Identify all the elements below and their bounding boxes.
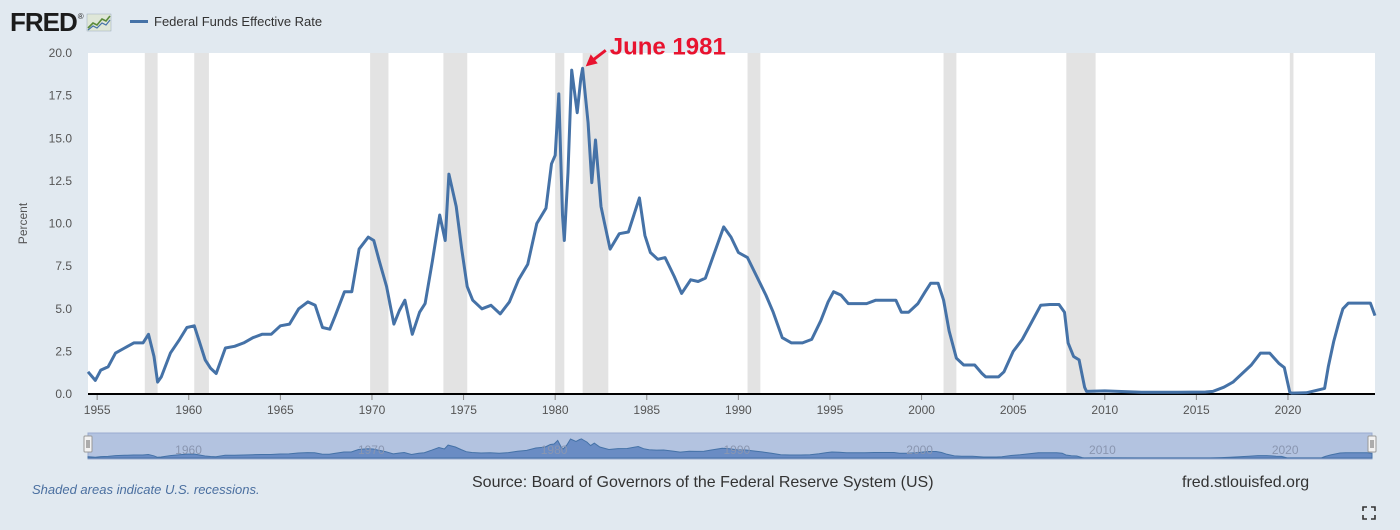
y-axis-label: Percent xyxy=(16,202,30,244)
line-chart[interactable]: 0.02.55.07.510.012.515.017.520.0Percent … xyxy=(0,0,1400,470)
annotation-arrow-head xyxy=(585,54,598,67)
x-tick-label: 1960 xyxy=(175,403,202,417)
y-tick-label: 20.0 xyxy=(49,46,73,60)
x-tick-label: 2010 xyxy=(1091,403,1118,417)
series-layer xyxy=(86,66,1377,395)
legend-label: Federal Funds Effective Rate xyxy=(154,14,323,29)
x-tick-label: 2000 xyxy=(908,403,935,417)
recession-note: Shaded areas indicate U.S. recessions. xyxy=(32,482,260,497)
x-tick-label: 1965 xyxy=(267,403,294,417)
recession-band xyxy=(555,53,565,394)
y-tick-label: 7.5 xyxy=(55,259,72,273)
recession-band xyxy=(144,53,158,394)
annotation-label: June 1981 xyxy=(610,33,726,60)
x-tick-label: 1995 xyxy=(817,403,844,417)
x-tick-label: 2005 xyxy=(1000,403,1027,417)
site-link[interactable]: fred.stlouisfed.org xyxy=(1182,474,1310,491)
x-tick-label: 1980 xyxy=(542,403,569,417)
x-tick-label: 1970 xyxy=(359,403,386,417)
navigator-right-handle[interactable] xyxy=(1367,435,1377,453)
logo-text: FRED xyxy=(10,6,78,37)
series-line-fed-funds xyxy=(86,66,1377,395)
annotation-layer: June 1981 xyxy=(585,33,726,67)
plot-background xyxy=(88,53,1375,394)
fred-chart-icon xyxy=(86,13,111,32)
y-tick-label: 0.0 xyxy=(55,387,72,401)
y-axis: 0.0 2.5 5.0 7.5 10.0 12.5 15.0 17.5 20.0 Percent xyxy=(16,46,72,401)
navigator-series-area xyxy=(87,438,1373,459)
recession-band xyxy=(1289,53,1294,394)
navigator-tick-label: 2020 xyxy=(1272,443,1299,457)
x-tick-label: 2020 xyxy=(1275,403,1302,417)
recession-band xyxy=(194,53,209,394)
y-tick-label: 10.0 xyxy=(49,217,73,231)
logo-registered-mark: ® xyxy=(77,11,84,21)
x-tick-label: 1990 xyxy=(725,403,752,417)
y-tick-label: 17.5 xyxy=(49,89,73,103)
recession-band xyxy=(747,53,761,394)
recession-band xyxy=(943,53,957,394)
y-tick-label: 5.0 xyxy=(55,302,72,316)
recession-band xyxy=(443,53,468,394)
source-text: Source: Board of Governors of the Federa… xyxy=(472,474,934,491)
navigator-left-handle[interactable] xyxy=(83,435,93,453)
navigator-tick-label: 1970 xyxy=(358,443,385,457)
navigator-tick-label: 1960 xyxy=(175,443,202,457)
x-tick-label: 1985 xyxy=(633,403,660,417)
y-tick-label: 12.5 xyxy=(49,174,73,188)
navigator-tick-label: 2010 xyxy=(1089,443,1116,457)
recession-band xyxy=(370,53,389,394)
navigator-tick-label: 1980 xyxy=(541,443,568,457)
plot-area xyxy=(88,53,1375,394)
navigator-tick-label: 2000 xyxy=(906,443,933,457)
x-tick-label: 1955 xyxy=(84,403,111,417)
recession-band xyxy=(1066,53,1096,394)
y-tick-label: 15.0 xyxy=(49,131,73,145)
chart-legend[interactable]: Federal Funds Effective Rate xyxy=(130,14,322,29)
fullscreen-icon[interactable] xyxy=(1362,506,1376,520)
y-tick-label: 2.5 xyxy=(55,344,72,358)
x-tick-label: 2015 xyxy=(1183,403,1210,417)
x-axis: 1955 1960 1965 1970 1975 1980 1985 1990 1995 2000… xyxy=(84,393,1375,417)
legend-swatch xyxy=(130,20,148,23)
x-tick-label: 1975 xyxy=(450,403,477,417)
fred-logo: FRED ® xyxy=(10,6,112,37)
range-navigator[interactable]: 1960 1970 1980 1990 2000 2010 2020 xyxy=(83,432,1377,460)
navigator-tick-label: 1990 xyxy=(724,443,751,457)
